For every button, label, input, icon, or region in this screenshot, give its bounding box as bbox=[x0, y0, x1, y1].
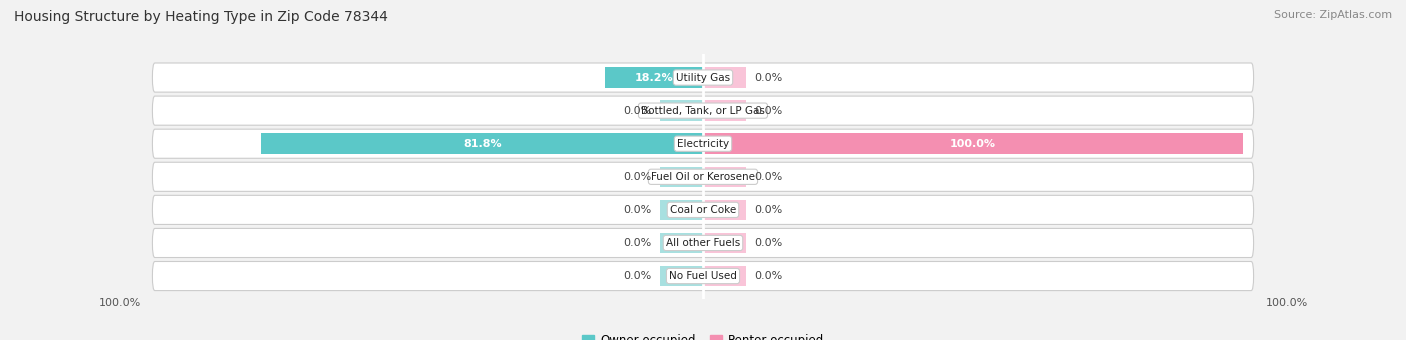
Bar bbox=[659, 233, 703, 253]
Text: 100.0%: 100.0% bbox=[950, 139, 995, 149]
FancyBboxPatch shape bbox=[152, 162, 1254, 191]
Bar bbox=[703, 266, 747, 286]
FancyBboxPatch shape bbox=[152, 228, 1254, 257]
Legend: Owner-occupied, Renter-occupied: Owner-occupied, Renter-occupied bbox=[582, 334, 824, 340]
Text: 18.2%: 18.2% bbox=[634, 72, 673, 83]
Text: No Fuel Used: No Fuel Used bbox=[669, 271, 737, 281]
Text: 100.0%: 100.0% bbox=[98, 298, 141, 308]
Bar bbox=[262, 134, 703, 154]
Text: 0.0%: 0.0% bbox=[623, 106, 652, 116]
Text: Utility Gas: Utility Gas bbox=[676, 72, 730, 83]
Text: 0.0%: 0.0% bbox=[623, 205, 652, 215]
Bar bbox=[703, 167, 747, 187]
Text: Electricity: Electricity bbox=[676, 139, 730, 149]
FancyBboxPatch shape bbox=[152, 195, 1254, 224]
Text: Coal or Coke: Coal or Coke bbox=[669, 205, 737, 215]
Text: 0.0%: 0.0% bbox=[754, 72, 783, 83]
Bar bbox=[703, 67, 747, 88]
Text: 0.0%: 0.0% bbox=[754, 106, 783, 116]
Text: 0.0%: 0.0% bbox=[623, 271, 652, 281]
Text: Source: ZipAtlas.com: Source: ZipAtlas.com bbox=[1274, 10, 1392, 20]
Text: 0.0%: 0.0% bbox=[623, 238, 652, 248]
Text: Fuel Oil or Kerosene: Fuel Oil or Kerosene bbox=[651, 172, 755, 182]
Text: Housing Structure by Heating Type in Zip Code 78344: Housing Structure by Heating Type in Zip… bbox=[14, 10, 388, 24]
Bar bbox=[703, 134, 1243, 154]
Text: All other Fuels: All other Fuels bbox=[666, 238, 740, 248]
Text: 0.0%: 0.0% bbox=[754, 271, 783, 281]
Bar bbox=[703, 233, 747, 253]
Bar bbox=[659, 200, 703, 220]
Text: 0.0%: 0.0% bbox=[754, 238, 783, 248]
FancyBboxPatch shape bbox=[152, 63, 1254, 92]
Bar bbox=[703, 200, 747, 220]
Bar bbox=[659, 266, 703, 286]
Bar bbox=[659, 167, 703, 187]
Bar bbox=[659, 100, 703, 121]
Text: 100.0%: 100.0% bbox=[1265, 298, 1308, 308]
Bar bbox=[703, 100, 747, 121]
Text: 0.0%: 0.0% bbox=[754, 172, 783, 182]
Text: 0.0%: 0.0% bbox=[754, 205, 783, 215]
FancyBboxPatch shape bbox=[152, 129, 1254, 158]
Text: 0.0%: 0.0% bbox=[623, 172, 652, 182]
FancyBboxPatch shape bbox=[152, 96, 1254, 125]
Text: Bottled, Tank, or LP Gas: Bottled, Tank, or LP Gas bbox=[641, 106, 765, 116]
FancyBboxPatch shape bbox=[152, 261, 1254, 291]
Bar bbox=[605, 67, 703, 88]
Text: 81.8%: 81.8% bbox=[463, 139, 502, 149]
